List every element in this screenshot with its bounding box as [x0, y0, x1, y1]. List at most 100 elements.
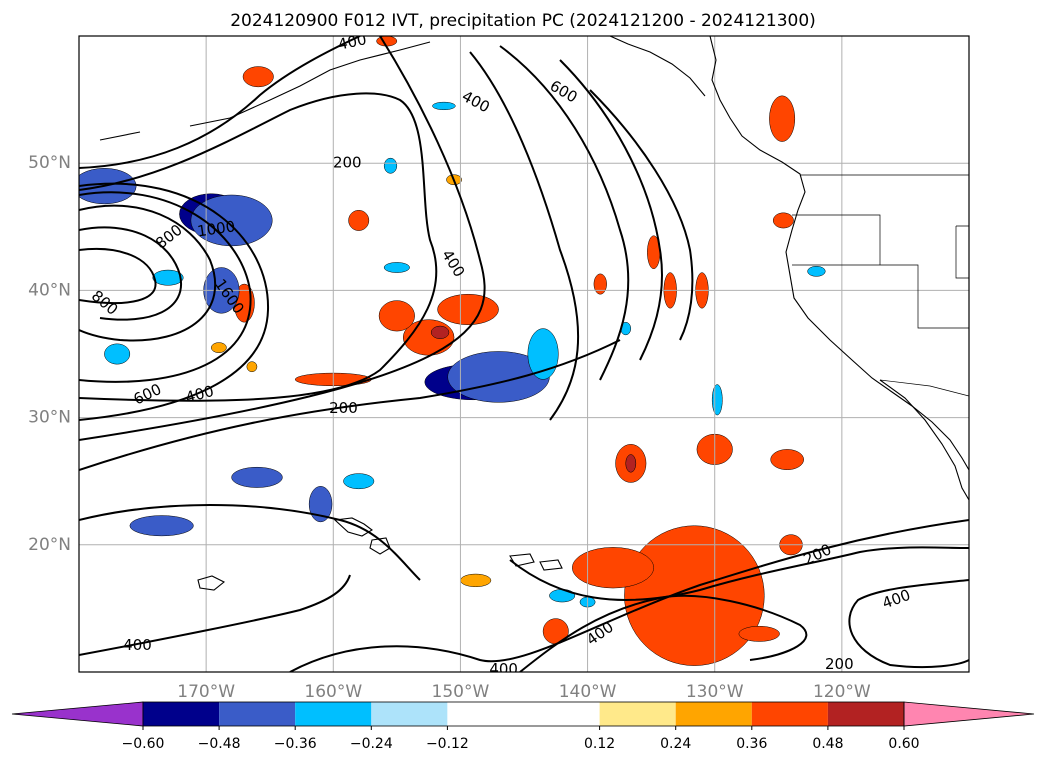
colorbar-tick-label: 0.24: [660, 736, 691, 752]
ivt-contour-label: 200: [825, 655, 854, 673]
ivt-contour-south-ring: [848, 579, 969, 669]
colorbar-extend-high: [903, 701, 1035, 727]
colorbar-tick-label: −0.24: [350, 736, 393, 752]
colorbar-segment: [143, 702, 220, 726]
ivt-contours: [79, 36, 969, 672]
precip-positive-anomaly: [769, 95, 796, 142]
colorbar-segment: [751, 702, 828, 726]
chart-title: 2024120900 F012 IVT, precipitation PC (2…: [230, 11, 816, 31]
political-borders: [792, 174, 969, 397]
precip-negative-anomaly: [383, 157, 398, 174]
colorbar-extend-low: [11, 701, 144, 727]
precip-negative-anomaly: [527, 328, 559, 380]
colorbar-tick-label: −0.60: [122, 736, 165, 752]
hawaii-coast-5: [539, 559, 563, 571]
alaska-coastline: [609, 36, 706, 97]
ivt-contour-600: [499, 45, 630, 381]
colorbar-segment: [295, 702, 372, 726]
lon-tick-label: 150°W: [432, 682, 490, 702]
precip-negative-anomaly: [308, 486, 333, 523]
colorbar-tick-label: 0.36: [736, 736, 767, 752]
colorbar-tick-label: −0.12: [426, 736, 469, 752]
precip-negative-anomaly: [807, 265, 826, 277]
latitude-labels: 20°N 30°N 40°N 50°N: [28, 153, 71, 555]
colorbar-segment: [827, 702, 904, 726]
ivt-contour-400-a: [79, 36, 486, 441]
colorbar: −0.60 −0.48 −0.36 −0.24 −0.12 0.12 0.24 0.36 0.4…: [11, 701, 1035, 752]
ivt-contour-800: [559, 59, 663, 361]
lon-tick-label: 130°W: [686, 682, 744, 702]
precip-positive-anomaly: [770, 449, 804, 471]
colorbar-segment: [675, 702, 752, 726]
us-mexico-border: [879, 379, 969, 397]
map-frame: [78, 35, 970, 673]
longitude-labels: 170°W 160°W 150°W 140°W 130°W 120°W: [177, 682, 871, 702]
baja-california-coastline: [879, 379, 969, 501]
colorbar-segment: [599, 702, 676, 726]
ivt-contour-inner-east: [589, 89, 694, 341]
precip-positive-anomaly: [572, 547, 654, 589]
precip-positive-anomaly: [210, 342, 227, 353]
lon-tick-label: 140°W: [559, 682, 617, 702]
precip-negative-anomaly: [343, 473, 375, 490]
precip-positive-anomaly: [246, 361, 258, 373]
lat-tick-label: 40°N: [28, 280, 71, 300]
lon-tick-label: 170°W: [177, 682, 235, 702]
ivt-contour-200-north: [79, 36, 361, 169]
precip-negative-anomaly: [549, 589, 576, 603]
ivt-contour-400-b: [469, 51, 580, 421]
ivt-contour-label: 400: [489, 660, 518, 678]
hawaii-coast-3: [197, 575, 226, 591]
gridlines: [79, 36, 969, 672]
ivt-contour-label: 400: [336, 30, 368, 54]
colorbar-outline: [142, 701, 905, 727]
hawaii-coast-1: [333, 517, 373, 537]
lat-tick-label: 30°N: [28, 408, 71, 428]
us-state-lines: [792, 214, 969, 329]
colorbar-tick-label: 0.48: [812, 736, 843, 752]
ivt-contour-low-ring-5: [79, 182, 270, 421]
precip-negative-anomaly: [104, 343, 131, 365]
precip-positive-anomaly: [437, 293, 499, 325]
colorbar-tick-label: −0.48: [198, 736, 241, 752]
lon-tick-label: 120°W: [813, 682, 871, 702]
ivt-contour-low-ring-3: [79, 248, 157, 305]
colorbar-tick-label: 0.60: [888, 736, 919, 752]
ivt-contour-trade-400: [79, 574, 351, 656]
precip-negative-anomaly: [383, 262, 410, 273]
colorbar-tick-label: −0.36: [274, 736, 317, 752]
ivt-contour-low-ring-4: [79, 191, 252, 383]
ivt-contour-south-200: [509, 546, 969, 601]
precip-negative-anomaly: [152, 269, 184, 286]
precip-positive-anomaly: [378, 300, 415, 332]
precip-positive-anomaly: [738, 625, 780, 642]
precip-positive-anomaly: [772, 212, 794, 229]
precip-positive-anomaly: [376, 36, 398, 47]
ivt-contour-label: 200: [329, 399, 358, 417]
precip-positive-anomaly: [593, 273, 607, 295]
precip-positive-anomaly: [625, 454, 637, 473]
colorbar-tick-label: 0.12: [584, 736, 615, 752]
precip-positive-anomaly: [242, 66, 274, 88]
precip-negative-anomaly: [129, 515, 194, 537]
ivt-contour-label: 1000: [196, 217, 236, 240]
ivt-contour-south-400-b: [519, 594, 808, 672]
ivt-contour-south-400-a: [289, 519, 969, 672]
precip-positive-anomaly: [348, 210, 370, 231]
ivt-contour-low-ring-1: [79, 204, 216, 342]
precip-negative-anomaly: [432, 101, 456, 111]
precip-positive-anomaly: [430, 325, 450, 339]
ivt-contour-200-front: [79, 339, 621, 471]
hawaii-coast-2: [369, 537, 391, 555]
colorbar-segment: [219, 702, 296, 726]
ivt-contour-label: 200: [333, 154, 362, 172]
precip-negative-anomaly: [231, 466, 283, 488]
ivt-contour-low-ring-2: [79, 226, 183, 321]
precip-positive-anomaly: [460, 573, 492, 588]
lon-tick-label: 160°W: [304, 682, 362, 702]
colorbar-segment: [447, 702, 600, 726]
lat-tick-label: 50°N: [28, 153, 71, 173]
ivt-contour-trade-200: [79, 504, 421, 581]
